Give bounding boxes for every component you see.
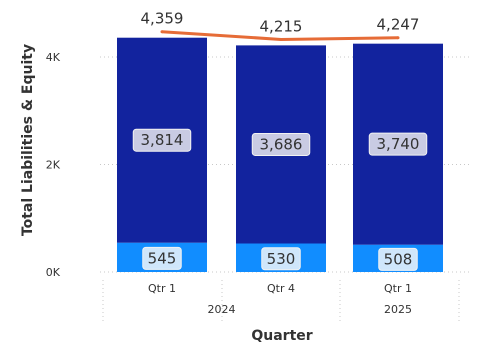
segment-label: 545	[148, 249, 177, 267]
y-axis-ticks: 0K 2K 4K	[46, 51, 61, 279]
segment-label-box	[378, 247, 418, 271]
segment-label-box	[261, 247, 301, 271]
total-label: 4,359	[141, 10, 184, 28]
x-axis-title: Quarter	[251, 328, 312, 344]
segment-label-box	[132, 128, 192, 152]
y-tick-label: 4K	[46, 51, 61, 64]
segment-label: 508	[384, 250, 413, 268]
x-category-label: Qtr 1	[384, 282, 412, 295]
segment-label-box	[368, 132, 428, 156]
line-point	[279, 37, 283, 41]
segment-label-box	[142, 246, 182, 270]
x-year-label: 2025	[384, 303, 412, 316]
segment-label: 3,686	[260, 135, 303, 153]
total-label: 4,215	[260, 17, 303, 35]
x-category-label: Qtr 1	[148, 282, 176, 295]
segment-labels: 545 3,814 530 3,686 508 3,740	[132, 128, 428, 271]
x-year-label: 2024	[208, 303, 236, 316]
x-category-label: Qtr 4	[267, 282, 295, 295]
line-series	[160, 30, 400, 41]
y-tick-label: 2K	[46, 159, 61, 172]
y-axis-title: Total Liabilities & Equity	[20, 44, 36, 236]
x-axis-year-groups: 2024 2025	[208, 303, 413, 316]
line-point	[396, 36, 400, 40]
total-labels: 4,359 4,215 4,247	[141, 10, 420, 36]
segment-label: 3,740	[377, 135, 420, 153]
line-point	[160, 30, 164, 34]
y-tick-label: 0K	[46, 266, 61, 279]
segment-label-box	[251, 132, 311, 156]
x-axis-categories: Qtr 1 Qtr 4 Qtr 1	[148, 282, 412, 295]
total-label: 4,247	[377, 16, 420, 34]
segment-label: 530	[267, 250, 296, 268]
segment-label: 3,814	[141, 131, 184, 149]
